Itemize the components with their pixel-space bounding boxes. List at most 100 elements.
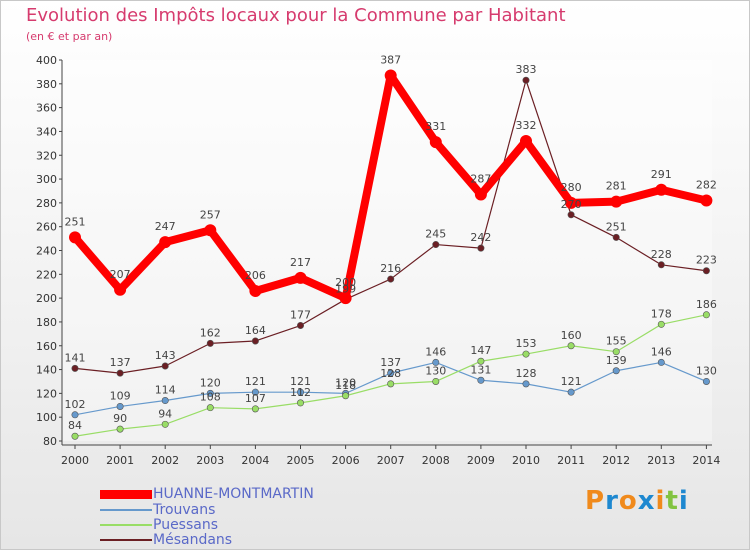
y-tick-label: 340 [36, 125, 57, 138]
data-point [161, 397, 169, 405]
data-point [520, 134, 532, 147]
data-label: 155 [606, 335, 627, 348]
legend-swatch [100, 539, 152, 541]
data-label: 121 [290, 375, 311, 388]
proxiti-logo: Proxiti [585, 486, 689, 516]
data-point [612, 367, 620, 375]
x-tick-label: 2010 [512, 454, 540, 467]
data-point [69, 231, 81, 244]
data-point [702, 377, 710, 385]
data-label: 128 [380, 367, 401, 380]
data-point [657, 320, 665, 328]
data-point [567, 342, 575, 350]
legend-label: Mésandans [153, 532, 233, 548]
data-label: 206 [245, 269, 266, 282]
data-label: 177 [290, 309, 311, 322]
data-label: 146 [651, 345, 672, 358]
data-label: 228 [651, 248, 672, 261]
data-label: 251 [65, 215, 86, 228]
data-point [567, 211, 575, 219]
data-point [610, 195, 623, 208]
x-tick-label: 2007 [377, 454, 405, 467]
y-tick-label: 380 [36, 78, 57, 91]
data-point [702, 311, 710, 319]
data-point [612, 233, 620, 241]
legend-item: HUANNE-MONTMARTIN [100, 486, 314, 502]
data-point [657, 358, 665, 366]
data-label: 94 [158, 407, 172, 420]
data-point [702, 267, 710, 275]
y-tick-label: 140 [36, 364, 57, 377]
data-label: 387 [380, 53, 401, 66]
y-tick-label: 260 [36, 221, 57, 234]
y-tick-label: 120 [36, 387, 57, 400]
logo-letter: t [665, 486, 679, 516]
data-point [161, 420, 169, 428]
data-point [655, 183, 668, 196]
chart-title: Evolution des Impôts locaux pour la Comm… [26, 5, 566, 26]
data-point [206, 389, 214, 397]
logo-letter: r [605, 486, 619, 516]
data-point [432, 358, 440, 366]
data-label: 118 [335, 379, 356, 392]
y-tick-label: 240 [36, 245, 57, 258]
data-point [657, 261, 665, 269]
data-point [477, 376, 485, 384]
data-point [700, 194, 713, 207]
data-point [116, 425, 124, 433]
data-label: 112 [290, 386, 311, 399]
y-tick-label: 360 [36, 102, 57, 115]
y-tick-label: 400 [36, 54, 57, 67]
data-label: 242 [470, 231, 491, 244]
data-point [296, 399, 304, 407]
data-label: 164 [245, 324, 266, 337]
legend-label: Trouvans [153, 502, 216, 518]
y-tick-label: 80 [43, 435, 57, 448]
data-label: 84 [68, 419, 82, 432]
data-label: 121 [245, 375, 266, 388]
data-label: 137 [380, 356, 401, 369]
y-tick-label: 160 [36, 340, 57, 353]
data-label: 247 [155, 220, 176, 233]
legend-swatch [100, 524, 152, 526]
data-label: 280 [561, 181, 582, 194]
data-point [387, 380, 395, 388]
data-point [474, 188, 487, 201]
data-label: 178 [651, 307, 672, 320]
data-label: 216 [380, 262, 401, 275]
x-tick-label: 2008 [422, 454, 450, 467]
data-point [71, 364, 79, 372]
legend-item: Trouvans [100, 502, 215, 518]
data-label: 128 [516, 367, 537, 380]
data-label: 130 [425, 364, 446, 377]
x-tick-label: 2014 [692, 454, 720, 467]
data-point [71, 432, 79, 440]
logo-letter: o [618, 486, 638, 516]
logo-letter: x [637, 486, 656, 516]
data-label: 146 [425, 345, 446, 358]
data-label: 270 [561, 198, 582, 211]
data-point [567, 388, 575, 396]
data-point [522, 350, 530, 358]
data-label: 120 [200, 376, 221, 389]
y-tick-label: 180 [36, 316, 57, 329]
data-point [251, 405, 259, 413]
data-label: 217 [290, 256, 311, 269]
data-point [249, 284, 262, 297]
legend-item: Mésandans [100, 532, 232, 548]
plot-area [62, 60, 712, 441]
data-point [251, 337, 259, 345]
data-label: 102 [65, 398, 86, 411]
data-point [114, 283, 127, 296]
data-point [204, 224, 217, 237]
data-point [477, 357, 485, 365]
x-tick-label: 2006 [332, 454, 360, 467]
x-tick-label: 2013 [647, 454, 675, 467]
data-point [294, 271, 307, 284]
data-point [342, 392, 350, 400]
data-point [159, 236, 172, 249]
data-label: 114 [155, 384, 176, 397]
data-point [296, 322, 304, 330]
data-label: 331 [425, 120, 446, 133]
